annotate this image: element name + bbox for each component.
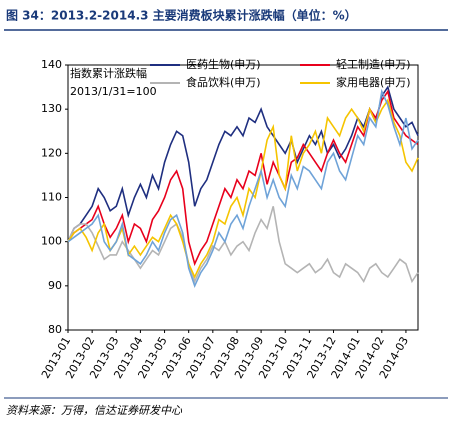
legend-label: 家用电器(申万) [336, 75, 411, 89]
annotation: 2013/1/31=100 [70, 85, 157, 98]
legend-label: 医药生物(申万) [186, 57, 261, 71]
y-tick-label: 120 [41, 146, 62, 159]
y-tick-label: 80 [48, 323, 62, 336]
y-tick-label: 130 [41, 102, 62, 115]
y-tick-label: 110 [41, 191, 62, 204]
series-line [67, 89, 419, 267]
annotation: 指数累计涨跌幅 [70, 66, 147, 80]
source: 资料来源：万得，信达证券研发中心 [6, 404, 183, 417]
series-line [67, 88, 419, 288]
y-tick-label: 100 [41, 235, 62, 248]
y-tick-label: 90 [48, 279, 62, 292]
legend-label: 食品饮料(申万) [186, 75, 261, 89]
legend-label: 轻工制造(申万) [336, 57, 411, 71]
chart-title: 图 34：2013.2-2014.3 主要消费板块累计涨跌幅（单位：%） [6, 8, 357, 23]
plot-frame [67, 64, 419, 331]
y-tick-label: 140 [41, 58, 62, 71]
